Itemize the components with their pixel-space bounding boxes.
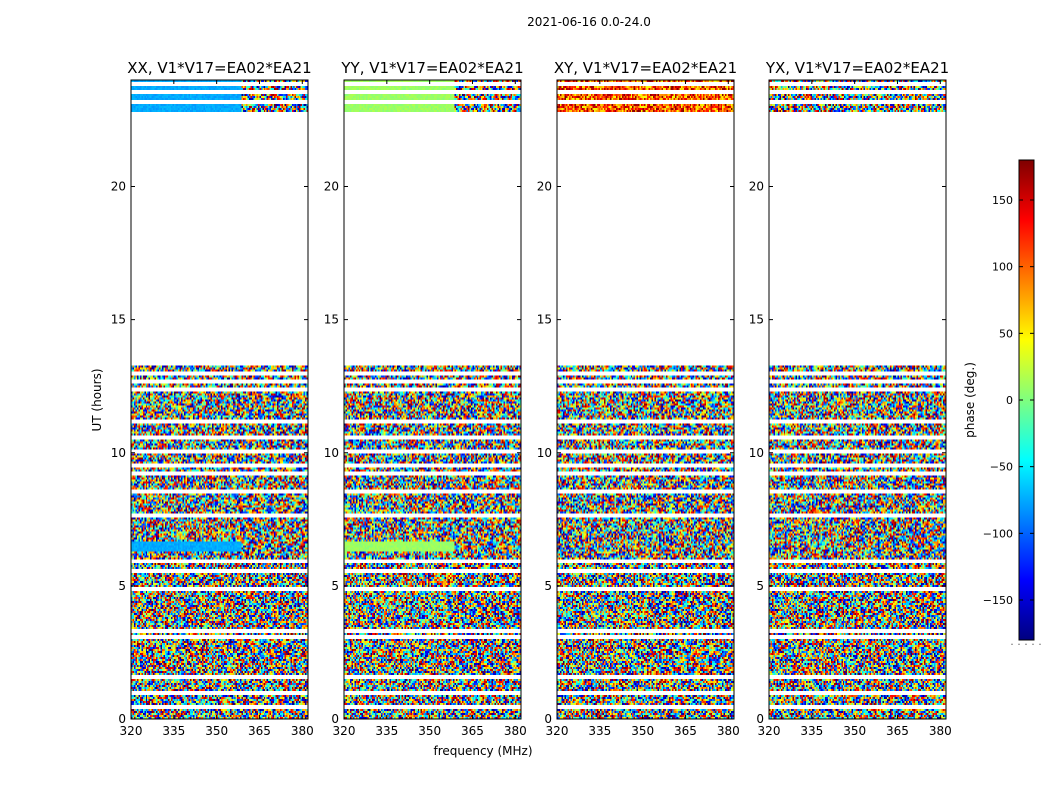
figure-suptitle: 2021-06-16 0.0-24.0	[527, 15, 651, 29]
colorbar-tick-label: 0	[1006, 394, 1013, 407]
panel-title: XX, V1*V17=EA02*EA21	[127, 59, 311, 77]
y-tick-label: 20	[324, 180, 339, 194]
x-tick-label: 365	[674, 724, 697, 738]
panel-title: YX, V1*V17=EA02*EA21	[765, 59, 949, 77]
y-tick-label: 15	[324, 313, 339, 327]
colorbar-label: phase (deg.)	[963, 362, 977, 438]
y-tick-label: 15	[537, 313, 552, 327]
x-tick-label: 335	[375, 724, 398, 738]
panel-title: YY, V1*V17=EA02*EA21	[340, 59, 523, 77]
x-tick-label: 380	[291, 724, 314, 738]
y-tick-label: 10	[324, 446, 339, 460]
y-tick-label: 15	[111, 313, 126, 327]
x-tick-label: 335	[588, 724, 611, 738]
x-tick-label: 320	[333, 724, 356, 738]
x-tick-label: 335	[162, 724, 185, 738]
x-tick-label: 335	[800, 724, 823, 738]
y-tick-label: 0	[756, 712, 764, 726]
y-tick-label: 5	[331, 579, 339, 593]
x-tick-label: 380	[504, 724, 527, 738]
colorbar-tick-label: 150	[992, 194, 1013, 207]
x-tick-label: 365	[886, 724, 909, 738]
y-tick-label: 20	[537, 180, 552, 194]
y-tick-label: 5	[118, 579, 126, 593]
y-tick-label: 20	[749, 180, 764, 194]
phase-heatmap	[557, 80, 734, 719]
phase-heatmap	[344, 80, 521, 719]
panel-1: YY, V1*V17=EA02*EA21 320 335 350 365 380 0 5 10 1…	[324, 59, 527, 738]
x-tick-label: 380	[717, 724, 740, 738]
y-tick-label: 10	[111, 446, 126, 460]
x-tick-label: 380	[929, 724, 952, 738]
phase-heatmap	[769, 80, 946, 719]
colorbar-tick-label: −50	[990, 461, 1013, 474]
colorbar-tick-label: −100	[983, 527, 1013, 540]
colorbar-tick-label: 100	[992, 261, 1013, 274]
colorbar: 150 100 50 0 −50 −100 −150	[983, 159, 1035, 641]
x-tick-label: 350	[843, 724, 866, 738]
y-tick-label: 5	[756, 579, 764, 593]
colorbar-tick-label: 50	[999, 327, 1013, 340]
x-tick-label: 350	[631, 724, 654, 738]
x-tick-label: 320	[758, 724, 781, 738]
colorbar-tick-label: −150	[983, 594, 1013, 607]
y-tick-label: 0	[544, 712, 552, 726]
y-tick-label: 20	[111, 180, 126, 194]
x-tick-label: 350	[205, 724, 228, 738]
panel-frame	[556, 79, 735, 720]
y-tick-label: 15	[749, 313, 764, 327]
x-tick-label: 365	[248, 724, 271, 738]
x-tick-label: 320	[120, 724, 143, 738]
x-tick-label: 365	[461, 724, 484, 738]
panel-0: XX, V1*V17=EA02*EA21 320 335 350 365 380 0 5 10 1…	[111, 59, 314, 738]
y-tick-label: 10	[749, 446, 764, 460]
panels-group: XX, V1*V17=EA02*EA21 320 335 350 365 380 0 5 10 1…	[111, 59, 952, 738]
colorbar-extra: · · · · ·	[1010, 638, 1041, 651]
y-tick-label: 10	[537, 446, 552, 460]
y-tick-label: 0	[118, 712, 126, 726]
x-tick-label: 320	[546, 724, 569, 738]
panel-3: YX, V1*V17=EA02*EA21 320 335 350 365 380 0 5 10 1…	[749, 59, 952, 738]
x-tick-label: 350	[418, 724, 441, 738]
panel-frame	[768, 79, 947, 720]
x-axis-label: frequency (MHz)	[433, 744, 532, 758]
phase-heatmap	[131, 80, 308, 719]
panel-title: XY, V1*V17=EA02*EA21	[554, 59, 737, 77]
panel-2: XY, V1*V17=EA02*EA21 320 335 350 365 380 0 5 10 1…	[537, 59, 740, 738]
panel-frame	[343, 79, 522, 720]
panel-frame	[130, 79, 309, 720]
y-tick-label: 0	[331, 712, 339, 726]
y-tick-label: 5	[544, 579, 552, 593]
y-axis-label: UT (hours)	[90, 368, 104, 431]
